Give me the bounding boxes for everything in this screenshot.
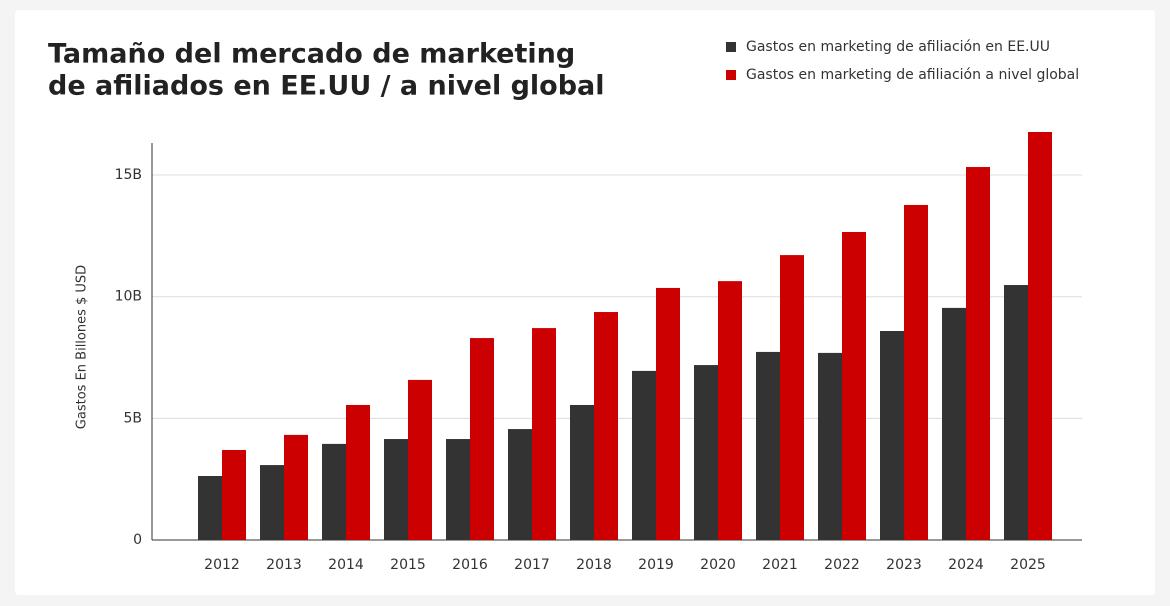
x-tick-label: 2014 — [328, 557, 364, 573]
bar — [570, 404, 594, 540]
x-tick-label: 2015 — [390, 557, 426, 573]
bar — [322, 443, 346, 540]
legend-swatch — [726, 42, 736, 52]
bar — [632, 370, 656, 540]
x-tick-label: 2024 — [948, 557, 984, 573]
y-tick-label: 5B — [123, 410, 142, 426]
y-tick-label: 15B — [115, 167, 142, 183]
bar — [222, 449, 246, 540]
bar — [1028, 131, 1052, 540]
x-tick-label: 2022 — [824, 557, 860, 573]
bar — [508, 429, 532, 540]
bar — [532, 328, 556, 540]
x-tick-label: 2012 — [204, 557, 240, 573]
x-tick-label: 2017 — [514, 557, 550, 573]
bar — [346, 404, 370, 540]
y-tick-label: 0 — [133, 532, 142, 548]
bar — [780, 255, 804, 540]
y-tick-label: 10B — [115, 289, 142, 305]
bar — [594, 312, 618, 540]
x-tick-label: 2023 — [886, 557, 922, 573]
y-axis-label: Gastos En Billones $ USD — [75, 265, 90, 429]
chart-title: Tamaño del mercado de marketing — [48, 39, 575, 70]
bar — [446, 439, 470, 540]
bar — [260, 465, 284, 540]
bar — [942, 307, 966, 540]
x-tick-label: 2020 — [700, 557, 736, 573]
bar — [1004, 285, 1028, 540]
bar — [756, 351, 780, 540]
bar — [880, 331, 904, 540]
bar — [408, 379, 432, 540]
bar — [818, 352, 842, 540]
bar — [470, 338, 494, 540]
bar — [198, 476, 222, 540]
x-tick-label: 2025 — [1010, 557, 1046, 573]
x-tick-label: 2018 — [576, 557, 612, 573]
bar — [842, 231, 866, 541]
x-tick-label: 2019 — [638, 557, 674, 573]
legend-label: Gastos en marketing de afiliación en EE.… — [746, 39, 1050, 55]
bar — [384, 439, 408, 540]
chart-title: de afiliados en EE.UU / a nivel global — [48, 71, 605, 102]
x-tick-label: 2021 — [762, 557, 798, 573]
bar — [718, 281, 742, 540]
x-tick-label: 2013 — [266, 557, 302, 573]
bar — [656, 287, 680, 540]
bar — [904, 204, 928, 541]
bar — [966, 167, 990, 540]
bar — [284, 434, 308, 540]
legend-swatch — [726, 70, 736, 80]
legend-label: Gastos en marketing de afiliación a nive… — [746, 67, 1079, 83]
x-tick-label: 2016 — [452, 557, 488, 573]
bar — [694, 365, 718, 540]
